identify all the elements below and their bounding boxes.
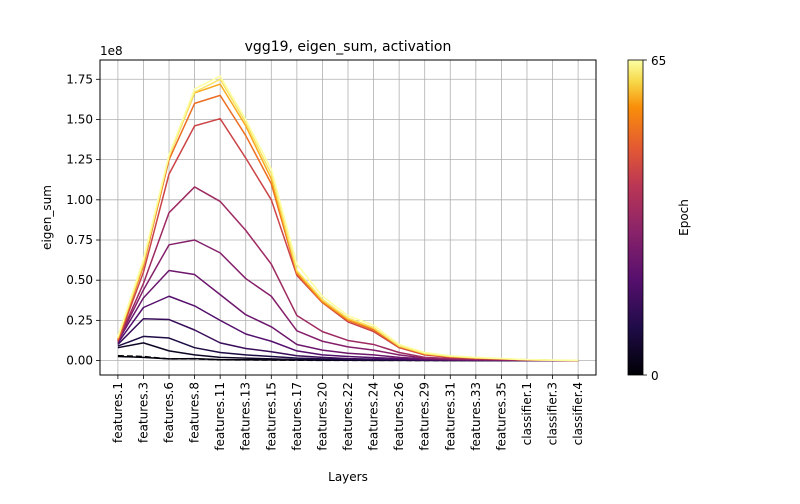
y-axis-label: eigen_sum <box>40 185 54 250</box>
colorbar-gradient <box>627 59 644 376</box>
x-tick-label: features.26 <box>392 382 406 451</box>
y-tick-label: 0.00 <box>66 354 93 368</box>
x-tick-label: features.33 <box>469 382 483 451</box>
x-tick-label: features.29 <box>418 382 432 451</box>
y-tick-label: 1.75 <box>66 72 93 86</box>
x-tick-label: classifier.3 <box>546 382 560 445</box>
chart-title: vgg19, eigen_sum, activation <box>245 39 452 55</box>
x-tick-label: features.22 <box>341 382 355 451</box>
grid <box>100 60 596 375</box>
x-tick-label: features.3 <box>136 382 150 443</box>
y-tick-label: 1.00 <box>66 193 93 207</box>
y-tick-label: 1.25 <box>66 153 93 167</box>
y-tick-label: 0.50 <box>66 273 93 287</box>
colorbar: 65 0 Epoch <box>627 54 691 383</box>
x-tick-label: features.31 <box>443 382 457 451</box>
x-axis: features.1 features.3 features.6 features.8… <box>111 375 585 451</box>
series-line-epoch-65 <box>117 75 579 361</box>
x-tick-label: features.24 <box>367 382 381 451</box>
y-tick-label: 1.50 <box>66 112 93 126</box>
x-tick-label: features.8 <box>188 382 202 443</box>
x-tick-label: features.20 <box>315 382 329 451</box>
series-lines <box>117 75 579 362</box>
x-tick-label: classifier.1 <box>520 382 534 445</box>
y-axis: 0.00 0.25 0.50 0.75 1.00 1.25 1.50 1.75 <box>66 72 100 368</box>
x-tick-label: features.17 <box>290 382 304 451</box>
x-tick-label: features.6 <box>162 382 176 443</box>
colorbar-max-label: 65 <box>651 54 666 68</box>
x-tick-label: features.13 <box>239 382 253 451</box>
y-tick-label: 0.75 <box>66 233 93 247</box>
x-tick-label: classifier.4 <box>571 382 585 445</box>
x-tick-label: features.35 <box>494 382 508 451</box>
x-axis-label: Layers <box>328 470 368 484</box>
colorbar-label: Epoch <box>677 199 691 236</box>
x-tick-label: features.11 <box>213 382 227 451</box>
y-scale-label: 1e8 <box>100 44 123 58</box>
colorbar-min-label: 0 <box>651 369 659 383</box>
y-tick-label: 0.25 <box>66 313 93 327</box>
x-tick-label: features.15 <box>264 382 278 451</box>
x-tick-label: features.1 <box>111 382 125 443</box>
